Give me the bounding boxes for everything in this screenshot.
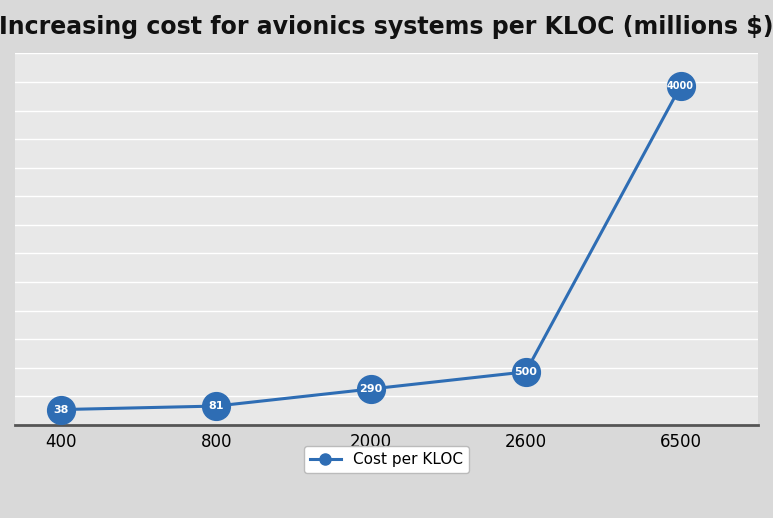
Text: 290: 290 xyxy=(359,384,383,394)
Text: 81: 81 xyxy=(209,401,224,411)
Text: 4000: 4000 xyxy=(667,81,694,91)
Text: 500: 500 xyxy=(514,367,537,377)
Title: Increasing cost for avionics systems per KLOC (millions $): Increasing cost for avionics systems per… xyxy=(0,15,773,39)
Text: 38: 38 xyxy=(54,405,69,414)
Legend: Cost per KLOC: Cost per KLOC xyxy=(304,446,469,473)
